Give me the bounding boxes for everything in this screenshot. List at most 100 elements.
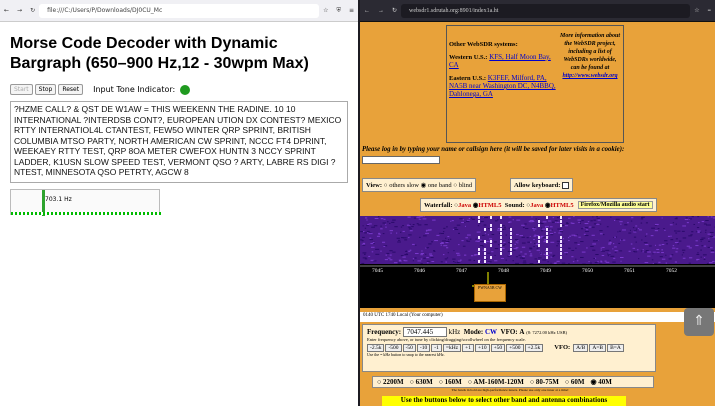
waterfall-pixel: [451, 220, 454, 222]
signal-trace: [500, 236, 502, 239]
waterfall-pixel: [425, 229, 430, 231]
waterfall-pixel: [364, 217, 368, 219]
reload-icon[interactable]: ↻: [30, 7, 36, 14]
waterfall-html5[interactable]: HTML5: [478, 201, 502, 209]
view-blind[interactable]: blind: [458, 181, 473, 189]
reset-button[interactable]: Reset: [58, 84, 84, 95]
scroll-up-icon[interactable]: ⇑: [684, 308, 714, 336]
waterfall-pixel: [470, 255, 474, 257]
freq-step-button[interactable]: +500: [506, 344, 524, 352]
frequency-input[interactable]: 7047.445: [402, 327, 447, 337]
western-links[interactable]: KFS, Half Moon Bay, CA: [449, 53, 551, 69]
back-icon[interactable]: ←: [364, 7, 370, 14]
freq-step-button[interactable]: +2.5k: [524, 344, 544, 352]
waterfall-pixel: [452, 258, 456, 260]
left-url-bar[interactable]: file:///C:/Users/P/Downloads/DJ0CU_Mc: [39, 3, 320, 18]
keyboard-checkbox[interactable]: [562, 181, 570, 189]
waterfall-pixel: [672, 222, 675, 224]
waterfall-pixel: [480, 240, 484, 242]
waterfall-pixel: [434, 240, 439, 242]
audio-start-button[interactable]: Firefox/Mozilla audio start: [577, 201, 653, 209]
star-icon[interactable]: ☆: [694, 8, 700, 14]
station-marker[interactable]: PWNA5B CW: [474, 284, 506, 302]
waterfall-pixel: [476, 231, 481, 233]
eastern-links[interactable]: K3FEF, Milford, PA, NA5B near Washington…: [449, 74, 556, 98]
band-note: The bands in bold are high-performance t…: [451, 388, 569, 392]
forward-icon[interactable]: →: [17, 7, 23, 14]
freq-step-button[interactable]: -2.5k: [367, 344, 385, 352]
freq-step-button[interactable]: =kHz: [442, 344, 462, 352]
waterfall-pixel: [609, 239, 611, 241]
waterfall-pixel: [674, 242, 679, 244]
waterfall-pixel: [696, 259, 698, 261]
vfo-button[interactable]: A/B: [573, 344, 589, 352]
callsign-input[interactable]: [362, 156, 440, 164]
freq-step-button[interactable]: +50: [490, 344, 506, 352]
left-toolbar: ← → ↻ file:///C:/Users/P/Downloads/DJ0CU…: [0, 0, 358, 22]
waterfall-display[interactable]: [360, 216, 715, 264]
band-option[interactable]: ○ 60M: [564, 378, 585, 386]
band-option[interactable]: ○ 630M: [409, 378, 433, 386]
waterfall-pixel: [608, 242, 612, 244]
waterfall-pixel: [703, 223, 707, 225]
waterfall-pixel: [547, 236, 549, 238]
signal-trace: [490, 240, 492, 243]
waterfall-pixel: [445, 242, 449, 244]
freq-step-button[interactable]: +1: [462, 344, 474, 352]
frequency-scale[interactable]: 7045 7046 7047 7048 7049 7050 7051 7052: [360, 264, 715, 308]
vfo-button[interactable]: B=A: [607, 344, 624, 352]
right-url: websdr1.sdrutah.org:8901/index1a.ht: [409, 7, 499, 14]
freq-step-button[interactable]: -10: [416, 344, 431, 352]
freq-step-button[interactable]: -500: [385, 344, 402, 352]
view-one-band[interactable]: one band: [427, 181, 452, 189]
mode-value[interactable]: CW: [484, 328, 498, 336]
start-button[interactable]: Start: [10, 84, 33, 95]
view-others-slow[interactable]: others slow: [389, 181, 419, 189]
stop-button[interactable]: Stop: [34, 84, 57, 95]
menu-icon[interactable]: ≡: [348, 7, 354, 14]
star-icon[interactable]: ☆: [323, 7, 329, 14]
waterfall-pixel: [416, 223, 419, 225]
sound-html5[interactable]: HTML5: [550, 201, 574, 209]
waterfall-pixel: [614, 246, 617, 248]
reload-icon[interactable]: ↻: [392, 8, 398, 14]
waterfall-pixel: [423, 216, 425, 218]
freq-step-button[interactable]: -1: [431, 344, 442, 352]
waterfall-java[interactable]: Java: [458, 201, 472, 209]
freq-step-button[interactable]: +10: [474, 344, 490, 352]
shield-icon[interactable]: ⛨: [336, 6, 341, 14]
signal-trace: [510, 236, 512, 239]
waterfall-pixel: [375, 253, 380, 255]
waterfall-pixel: [529, 247, 532, 249]
waterfall-pixel: [634, 251, 638, 253]
band-option[interactable]: ◉ 40M: [590, 378, 612, 386]
waterfall-pixel: [574, 258, 577, 260]
band-option[interactable]: ○ 160M: [438, 378, 462, 386]
vfo-button[interactable]: A=B: [589, 344, 607, 352]
waterfall-pixel: [600, 249, 602, 251]
band-option[interactable]: ○ 80-75M: [529, 378, 559, 386]
waterfall-pixel: [652, 253, 654, 255]
waterfall-pixel: [450, 220, 452, 222]
forward-icon[interactable]: →: [378, 7, 384, 14]
right-url-bar[interactable]: websdr1.sdrutah.org:8901/index1a.ht: [401, 3, 691, 18]
back-icon[interactable]: ←: [4, 7, 10, 14]
band-option[interactable]: ○ AM-160M-120M: [467, 378, 524, 386]
websdr-link[interactable]: http://www.websdr.org: [562, 73, 618, 79]
sound-java[interactable]: Java: [530, 201, 544, 209]
freq-step-button[interactable]: -50: [402, 344, 416, 352]
band-option[interactable]: ○ 2200M: [377, 378, 404, 386]
waterfall-pixel: [473, 259, 476, 261]
waterfall-pixel: [362, 244, 366, 246]
menu-icon[interactable]: ≡: [707, 7, 711, 14]
waterfall-pixel: [390, 232, 392, 234]
waterfall-pixel: [573, 216, 575, 218]
waterfall-pixel: [561, 224, 565, 226]
waterfall-pixel: [423, 257, 426, 259]
view-options: View: ○ others slow ◉ one band ○ blind: [362, 178, 477, 192]
waterfall-pixel: [614, 250, 618, 252]
waterfall-pixel: [540, 253, 542, 255]
waterfall-pixel: [418, 236, 421, 238]
waterfall-pixel: [612, 261, 616, 263]
waterfall-pixel: [418, 218, 422, 220]
